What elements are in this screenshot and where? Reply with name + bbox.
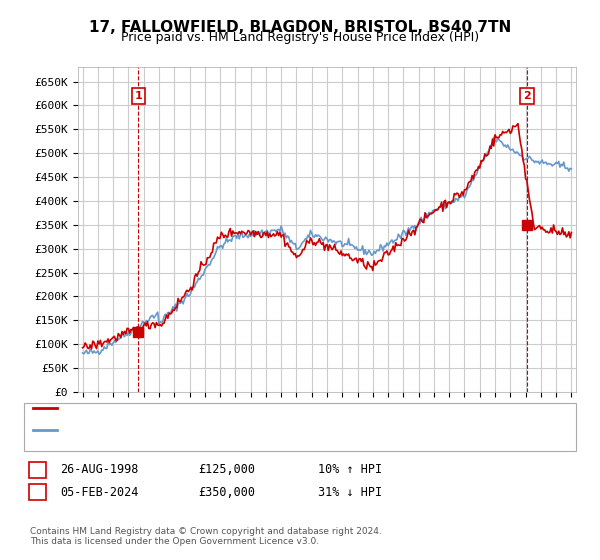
Text: HPI: Average price, detached house, North Somerset: HPI: Average price, detached house, Nort…: [60, 425, 373, 435]
Text: 2: 2: [523, 91, 531, 101]
Text: Contains HM Land Registry data © Crown copyright and database right 2024.
This d: Contains HM Land Registry data © Crown c…: [30, 526, 382, 546]
Text: £125,000: £125,000: [198, 463, 255, 477]
Text: 31% ↓ HPI: 31% ↓ HPI: [318, 486, 382, 499]
Text: 10% ↑ HPI: 10% ↑ HPI: [318, 463, 382, 477]
Text: 26-AUG-1998: 26-AUG-1998: [60, 463, 139, 477]
Text: 1: 1: [34, 465, 41, 475]
Text: 17, FALLOWFIELD, BLAGDON, BRISTOL, BS40 7TN (detached house): 17, FALLOWFIELD, BLAGDON, BRISTOL, BS40 …: [60, 403, 435, 413]
Text: 17, FALLOWFIELD, BLAGDON, BRISTOL, BS40 7TN: 17, FALLOWFIELD, BLAGDON, BRISTOL, BS40 …: [89, 20, 511, 35]
Text: 2: 2: [34, 487, 41, 497]
Text: Price paid vs. HM Land Registry's House Price Index (HPI): Price paid vs. HM Land Registry's House …: [121, 31, 479, 44]
Text: 1: 1: [134, 91, 142, 101]
Text: £350,000: £350,000: [198, 486, 255, 499]
Text: 05-FEB-2024: 05-FEB-2024: [60, 486, 139, 499]
